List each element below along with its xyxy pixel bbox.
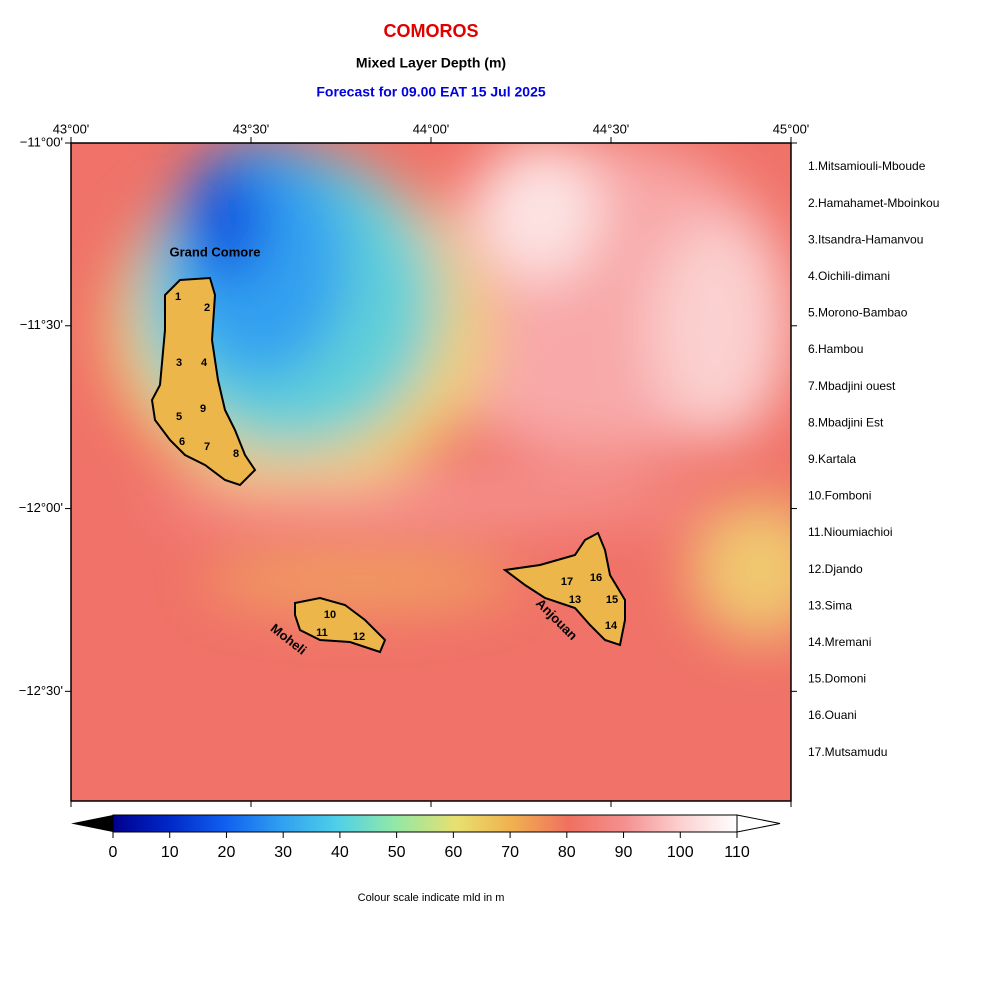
region-list-item: 4.Oichili-dimani — [808, 269, 890, 283]
region-number: 2 — [204, 302, 210, 314]
region-list-item: 13.Sima — [808, 598, 852, 612]
lon-label: 43°30' — [233, 121, 270, 136]
region-list-item: 16.Ouani — [808, 708, 857, 722]
region-list-item: 2.Hamahamet-Mboinkou — [808, 196, 939, 210]
region-number: 5 — [176, 411, 182, 423]
region-number: 9 — [200, 403, 206, 415]
colorbar-caption: Colour scale indicate mld in m — [358, 892, 505, 904]
region-list-item: 8.Mbadjini Est — [808, 415, 884, 429]
region-list-item: 14.Mremani — [808, 635, 871, 649]
region-list-item: 11.Nioumiachioi — [808, 525, 893, 539]
region-list-item: 15.Domoni — [808, 672, 866, 686]
region-number: 6 — [179, 436, 185, 448]
region-number: 12 — [353, 631, 365, 643]
lat-label: −12°00' — [19, 500, 63, 515]
colorbar-label: 110 — [724, 844, 750, 861]
island-name: Grand Comore — [169, 244, 260, 259]
region-list-item: 6.Hambou — [808, 342, 863, 356]
region-number: 8 — [233, 448, 239, 460]
grand-comore-island — [150, 276, 257, 487]
region-list-item: 1.Mitsamiouli-Mboude — [808, 159, 926, 173]
colorbar-over — [736, 814, 781, 833]
colorbar-label: 10 — [161, 844, 179, 861]
region-number: 14 — [605, 620, 618, 632]
region-number: 16 — [590, 572, 602, 584]
colorbar-label: 80 — [558, 844, 576, 861]
lat-label: −11°30' — [20, 317, 63, 332]
title: COMOROS — [383, 21, 478, 41]
region-list-item: 5.Morono-Bambao — [808, 306, 908, 320]
region-number: 15 — [606, 594, 618, 606]
colorbar-label: 0 — [109, 844, 118, 861]
colorbar-label: 30 — [274, 844, 292, 861]
lon-label: 44°00' — [413, 121, 450, 136]
region-list-item: 7.Mbadjini ouest — [808, 379, 896, 393]
colorbar-label: 100 — [667, 844, 694, 861]
colorbar — [112, 814, 738, 833]
region-list-item: 9.Kartala — [808, 452, 856, 466]
mld-field — [71, 143, 791, 801]
region-list-item: 12.Djando — [808, 562, 863, 576]
lat-label: −12°30' — [19, 683, 63, 698]
forecast-time: Forecast for 09.00 EAT 15 Jul 2025 — [316, 84, 546, 100]
colorbar-label: 90 — [615, 844, 633, 861]
colorbar-label: 50 — [388, 844, 406, 861]
region-number: 1 — [175, 291, 181, 303]
colorbar-label: 20 — [218, 844, 236, 861]
region-number: 11 — [316, 627, 328, 639]
lon-label: 45°00' — [773, 121, 810, 136]
region-list-item: 3.Itsandra-Hamanvou — [808, 232, 923, 246]
region-number: 3 — [176, 357, 182, 369]
moheli-island — [294, 596, 387, 654]
colorbar-label: 70 — [501, 844, 519, 861]
subtitle: Mixed Layer Depth (m) — [356, 55, 506, 71]
lon-label: 44°30' — [593, 121, 630, 136]
lat-label: −11°00' — [20, 134, 63, 149]
region-number: 17 — [561, 576, 573, 588]
region-number: 4 — [201, 357, 208, 369]
region-number: 13 — [569, 594, 581, 606]
region-number: 10 — [324, 609, 336, 621]
lon-label: 43°00' — [53, 121, 90, 136]
region-list-item: 10.Fomboni — [808, 489, 871, 503]
anjouan-island — [502, 531, 626, 647]
colorbar-under — [71, 815, 113, 832]
region-list-item: 17.Mutsamudu — [808, 745, 887, 759]
colorbar-label: 60 — [444, 844, 462, 861]
region-number: 7 — [204, 441, 210, 453]
colorbar-label: 40 — [331, 844, 349, 861]
